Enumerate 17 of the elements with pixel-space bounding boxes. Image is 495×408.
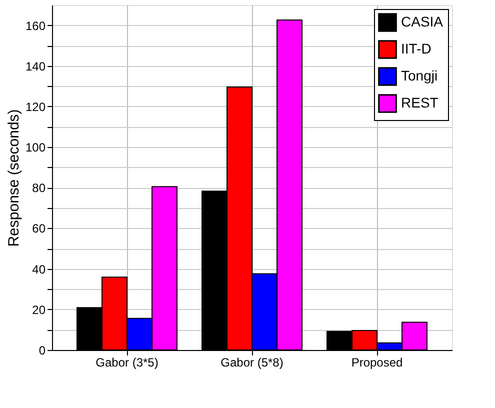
- y-tick-label: 20: [32, 302, 46, 317]
- y-tick-label: 80: [32, 181, 46, 196]
- y-tick-label: 160: [25, 18, 46, 33]
- y-tick-label: 120: [25, 100, 46, 114]
- y-tick-label: 140: [25, 59, 46, 74]
- legend-label: CASIA: [401, 14, 444, 30]
- x-tick-label: Gabor (3*5): [96, 356, 158, 370]
- legend-label: REST: [401, 94, 439, 110]
- y-tick-label: 40: [32, 262, 46, 276]
- legend-label: IIT-D: [401, 40, 432, 56]
- x-tick-label: Proposed: [351, 356, 403, 370]
- y-tick-label: 0: [38, 344, 46, 358]
- y-tick-label: 60: [32, 222, 46, 236]
- y-tick-label: 100: [25, 140, 46, 155]
- y-axis-title: Response (seconds): [5, 109, 22, 247]
- legend-label: Tongji: [401, 68, 438, 84]
- x-tick-label: Gabor (5*8): [220, 356, 284, 370]
